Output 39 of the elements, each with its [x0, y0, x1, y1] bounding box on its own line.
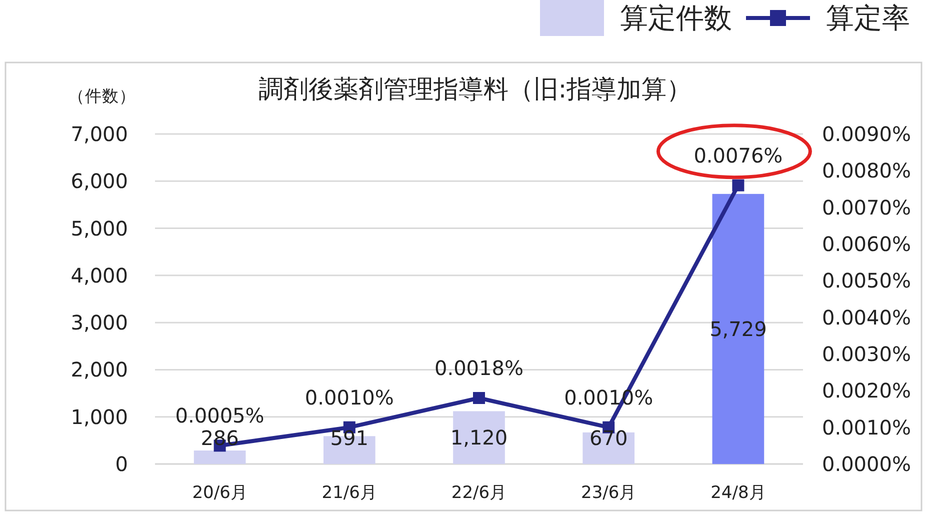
bar — [712, 194, 764, 464]
y-axis-title: （件数） — [68, 86, 136, 106]
data-label: 0.0076% — [694, 143, 783, 168]
y2-tick-label: 0.0080% — [822, 158, 911, 183]
y-tick-label: 3,000 — [70, 310, 128, 335]
y2-tick-label: 0.0010% — [822, 415, 911, 440]
y2-tick-label: 0.0030% — [822, 342, 911, 366]
legend-label: 算定件数 — [620, 2, 732, 34]
x-tick-label: 22/6月 — [451, 483, 507, 503]
x-tick-label: 24/8月 — [710, 483, 766, 503]
y2-tick-label: 0.0020% — [822, 378, 911, 403]
y2-tick-label: 0.0050% — [822, 268, 911, 293]
legend-label: 算定率 — [826, 2, 910, 34]
x-tick-label: 23/6月 — [581, 483, 636, 503]
y2-tick-label: 0.0090% — [822, 122, 911, 146]
data-label: 670 — [590, 426, 628, 450]
bar — [194, 450, 246, 464]
y2-tick-label: 0.0040% — [822, 305, 911, 330]
y-tick-label: 4,000 — [70, 263, 128, 288]
y-tick-label: 6,000 — [70, 169, 128, 194]
y2-tick-label: 0.0070% — [822, 195, 911, 220]
y-tick-label: 5,000 — [70, 216, 128, 240]
point — [473, 392, 485, 404]
y-tick-label: 0 — [115, 452, 128, 476]
x-tick-label: 20/6月 — [192, 483, 248, 503]
y-tick-label: 7,000 — [70, 122, 128, 146]
x-tick-label: 21/6月 — [322, 483, 377, 503]
bar — [453, 411, 505, 464]
y2-tick-label: 0.0000% — [822, 452, 911, 476]
y-tick-label: 1,000 — [70, 404, 128, 429]
data-label: 1,120 — [450, 426, 508, 450]
data-label: 591 — [330, 426, 368, 450]
y-tick-label: 2,000 — [70, 358, 128, 382]
data-label: 0.0018% — [434, 356, 524, 380]
data-label: 0.0010% — [304, 385, 394, 410]
y2-tick-label: 0.0060% — [822, 232, 911, 256]
data-label: 0.0005% — [175, 404, 264, 428]
point — [732, 179, 744, 192]
chart-title: 調剤後薬剤管理指導料（旧:指導加算） — [258, 74, 692, 104]
